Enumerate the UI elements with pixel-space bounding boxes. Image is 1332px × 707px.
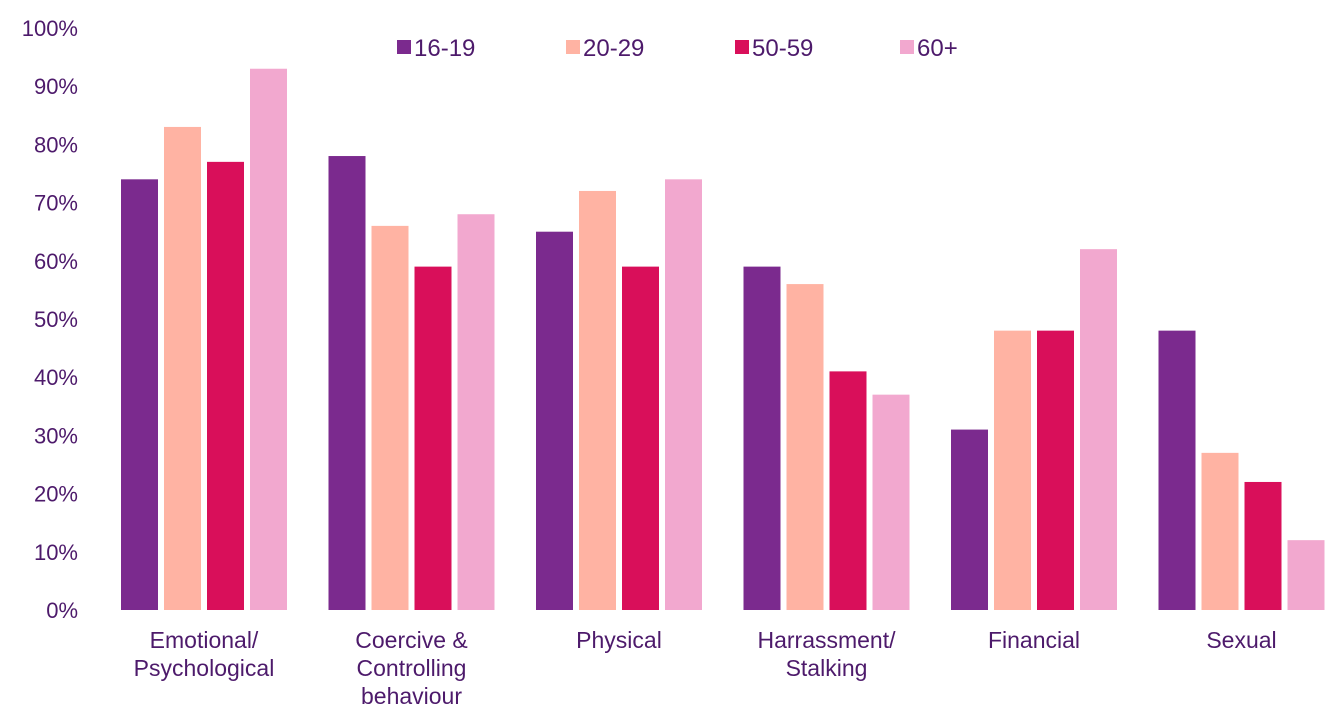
legend-label: 20-29 — [583, 35, 644, 62]
legend-swatch — [735, 40, 749, 54]
bar-50-59-1 — [414, 266, 452, 610]
x-tick-label-line: Financial — [988, 627, 1080, 653]
bar-20-29-3 — [786, 284, 824, 610]
x-tick-label-line: Stalking — [786, 655, 868, 681]
x-tick-label-line: Harrassment/ — [757, 627, 896, 653]
y-axis: 0% 10% 20% 30% 40% 50% 60% 70% 80% 90% 100% — [22, 16, 78, 623]
bar-20-29-5 — [1201, 452, 1239, 610]
y-tick-label: 50% — [34, 307, 78, 332]
bar-16-19-5 — [1158, 330, 1196, 610]
x-tick-label: Financial — [988, 627, 1080, 653]
legend-swatch — [900, 40, 914, 54]
bar-16-19-4 — [951, 429, 988, 610]
bar-50-59-5 — [1244, 481, 1282, 610]
bar-16-19-3 — [743, 266, 781, 610]
bar-60+-4 — [1080, 249, 1117, 610]
bar-20-29-4 — [994, 330, 1031, 610]
y-tick-label: 90% — [34, 74, 78, 99]
x-tick-label-line: Sexual — [1206, 627, 1276, 653]
y-tick-label: 60% — [34, 249, 78, 274]
bar-50-59-2 — [622, 266, 659, 610]
x-tick-label-line: Physical — [576, 627, 662, 653]
bar-60+-5 — [1287, 540, 1325, 610]
legend-label: 60+ — [917, 35, 958, 62]
legend-label: 50-59 — [752, 35, 813, 62]
x-tick-label-line: Coercive & — [355, 627, 467, 653]
y-tick-label: 20% — [34, 482, 78, 507]
bar-16-19-2 — [536, 231, 573, 610]
bar-60+-0 — [250, 68, 287, 611]
bar-20-29-1 — [371, 225, 409, 610]
bar-50-59-4 — [1037, 330, 1074, 610]
bar-20-29-0 — [164, 126, 201, 610]
y-tick-label: 40% — [34, 365, 78, 390]
legend-swatch — [566, 40, 580, 54]
y-tick-label: 100% — [22, 16, 78, 41]
y-tick-label: 30% — [34, 423, 78, 448]
y-tick-label: 0% — [46, 598, 78, 623]
x-axis: Emotional/Psychological Coercive & Control… — [134, 627, 1277, 707]
x-tick-label-line: Emotional/ — [150, 627, 259, 653]
x-tick-label-line: Psychological — [134, 655, 275, 681]
bar-60+-1 — [457, 214, 495, 611]
legend: 16-19 20-29 50-59 60+ — [397, 35, 958, 62]
legend-label: 16-19 — [414, 35, 475, 62]
bar-20-29-2 — [579, 190, 616, 610]
x-tick-label: Emotional/Psychological — [134, 627, 275, 681]
bar-16-19-1 — [328, 156, 366, 611]
x-tick-label: Physical — [576, 627, 662, 653]
bar-50-59-3 — [829, 371, 867, 610]
bar-60+-3 — [872, 394, 910, 610]
x-tick-label: Sexual — [1206, 627, 1276, 653]
legend-swatch — [397, 40, 411, 54]
bars — [121, 68, 1325, 611]
x-tick-label: Coercive & Controlling behaviour — [355, 627, 467, 707]
y-tick-label: 80% — [34, 132, 78, 157]
bar-50-59-0 — [207, 161, 244, 611]
y-tick-label: 10% — [34, 540, 78, 565]
x-tick-label: Harrassment/Stalking — [757, 627, 896, 681]
x-tick-label-line: Controlling — [357, 655, 467, 681]
bar-60+-2 — [665, 179, 702, 610]
bar-16-19-0 — [121, 179, 158, 610]
x-tick-label-line: behaviour — [361, 683, 462, 707]
y-tick-label: 70% — [34, 191, 78, 216]
